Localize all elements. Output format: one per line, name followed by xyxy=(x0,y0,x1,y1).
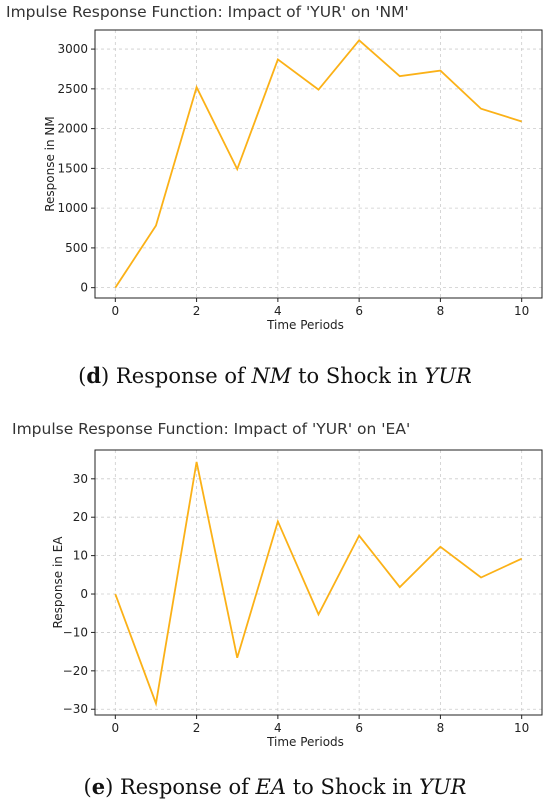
series-line xyxy=(114,39,522,289)
x-axis-label: Time Periods xyxy=(266,735,344,749)
caption-text: ) Response of xyxy=(101,364,252,388)
caption-text: to Shock in xyxy=(286,775,420,799)
chart-title-nm: Impulse Response Function: Impact of 'YU… xyxy=(6,3,409,21)
x-tick-label: 0 xyxy=(111,721,119,735)
caption-text: to Shock in xyxy=(291,364,425,388)
caption-var: YUR xyxy=(424,364,472,388)
y-tick-label: 1000 xyxy=(57,201,88,215)
x-axis-label: Time Periods xyxy=(266,318,344,332)
y-axis-label: Response in NM xyxy=(43,116,57,212)
plot-frame xyxy=(94,29,543,299)
caption-d: (d) Response of NM to Shock in YUR xyxy=(78,363,472,388)
chart-title-ea: Impulse Response Function: Impact of 'YU… xyxy=(12,420,411,438)
y-tick-label: 2500 xyxy=(57,82,88,96)
x-tick-label: 10 xyxy=(514,721,529,735)
x-tick-label: 6 xyxy=(355,304,363,318)
caption-label: d xyxy=(86,363,102,388)
series-line xyxy=(114,461,523,707)
y-tick-label: 30 xyxy=(73,472,88,486)
x-tick-label: 2 xyxy=(193,721,201,735)
plot-frame xyxy=(94,449,543,716)
x-tick-label: 8 xyxy=(437,304,445,318)
caption-var: YUR xyxy=(419,775,467,799)
y-tick-label: 0 xyxy=(80,281,88,295)
y-tick-label: −10 xyxy=(63,625,88,639)
caption-e: (e) Response of EA to Shock in YUR xyxy=(83,774,467,799)
y-tick-label: 3000 xyxy=(57,42,88,56)
y-tick-label: 0 xyxy=(80,587,88,601)
caption-var: NM xyxy=(251,364,292,388)
y-axis-label: Response in EA xyxy=(51,536,65,629)
y-tick-label: 1500 xyxy=(57,161,88,175)
x-tick-label: 4 xyxy=(274,721,282,735)
x-tick-label: 4 xyxy=(274,304,282,318)
x-tick-label: 0 xyxy=(111,304,119,318)
x-tick-label: 6 xyxy=(355,721,363,735)
caption-text: ) Response of xyxy=(105,775,256,799)
y-tick-label: −30 xyxy=(63,702,88,716)
y-tick-label: 20 xyxy=(73,510,88,524)
chart-ea: 0 2 4 6 8 10 −30 −20 −10 0 10 20 30 Time Periods Respo… xyxy=(51,449,543,749)
y-tick-label: −20 xyxy=(63,664,88,678)
x-tick-label: 2 xyxy=(193,304,201,318)
y-tick-label: 10 xyxy=(73,549,88,563)
x-tick-label: 8 xyxy=(437,721,445,735)
x-tick-label: 10 xyxy=(514,304,529,318)
chart-nm: 0 2 4 6 8 10 0 500 1000 1500 2000 2500 3000 Time Peri… xyxy=(43,29,543,332)
caption-label: e xyxy=(91,774,106,799)
y-tick-label: 500 xyxy=(65,241,88,255)
caption-var: EA xyxy=(255,775,287,799)
y-tick-label: 2000 xyxy=(57,122,88,136)
